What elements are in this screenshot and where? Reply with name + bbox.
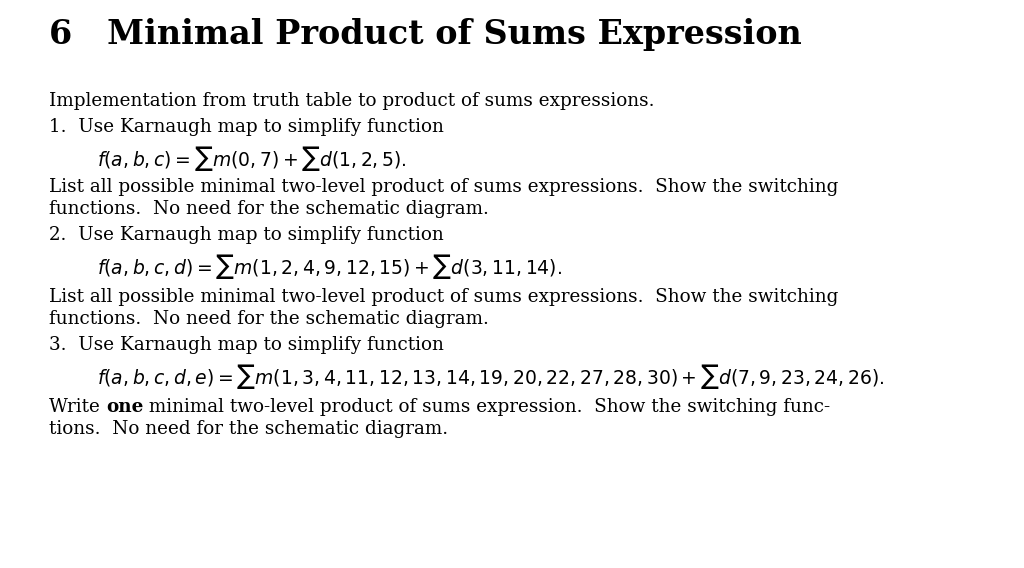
Text: 1.  Use Karnaugh map to simplify function: 1. Use Karnaugh map to simplify function (49, 118, 444, 136)
Text: $f(a, b, c) = \sum m(0, 7) + \sum d(1, 2, 5).$: $f(a, b, c) = \sum m(0, 7) + \sum d(1, 2… (97, 144, 407, 173)
Text: List all possible minimal two-level product of sums expressions.  Show the switc: List all possible minimal two-level prod… (49, 178, 839, 196)
Text: tions.  No need for the schematic diagram.: tions. No need for the schematic diagram… (49, 420, 449, 438)
Text: 6   Minimal Product of Sums Expression: 6 Minimal Product of Sums Expression (49, 18, 802, 51)
Text: $f(a, b, c, d, e) = \sum m(1, 3, 4, 11, 12, 13, 14, 19, 20, 22, 27, 28, 30)+\sum: $f(a, b, c, d, e) = \sum m(1, 3, 4, 11, … (97, 362, 885, 391)
Text: Implementation from truth table to product of sums expressions.: Implementation from truth table to produ… (49, 92, 654, 110)
Text: functions.  No need for the schematic diagram.: functions. No need for the schematic dia… (49, 200, 489, 218)
Text: List all possible minimal two-level product of sums expressions.  Show the switc: List all possible minimal two-level prod… (49, 288, 839, 306)
Text: 2.  Use Karnaugh map to simplify function: 2. Use Karnaugh map to simplify function (49, 226, 443, 244)
Text: 3.  Use Karnaugh map to simplify function: 3. Use Karnaugh map to simplify function (49, 336, 444, 354)
Text: Write: Write (49, 398, 105, 416)
Text: $f(a, b, c, d) = \sum m(1, 2, 4, 9, 12, 15) + \sum d(3, 11, 14).$: $f(a, b, c, d) = \sum m(1, 2, 4, 9, 12, … (97, 252, 562, 281)
Text: one: one (105, 398, 143, 416)
Text: functions.  No need for the schematic diagram.: functions. No need for the schematic dia… (49, 310, 489, 328)
Text: minimal two-level product of sums expression.  Show the switching func-: minimal two-level product of sums expres… (143, 398, 830, 416)
